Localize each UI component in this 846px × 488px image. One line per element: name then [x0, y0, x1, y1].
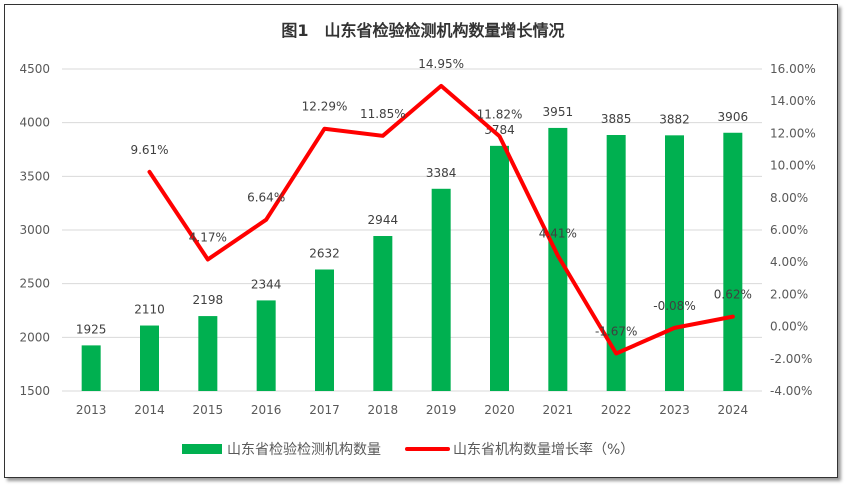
y-left-tick-label: 4000	[19, 116, 50, 130]
y-right-tick-label: 6.00%	[770, 223, 808, 237]
bar-data-label: 3885	[601, 112, 632, 126]
bar-data-label: 2344	[251, 277, 282, 291]
bar-data-label: 2198	[193, 293, 224, 307]
x-tick-label: 2016	[251, 403, 282, 417]
x-tick-label: 2024	[718, 403, 749, 417]
x-tick-label: 2017	[309, 403, 340, 417]
x-tick-label: 2018	[368, 403, 399, 417]
bar-data-label: 3951	[543, 105, 574, 119]
bar	[431, 188, 451, 391]
y-right-tick-label: 0.00%	[770, 320, 808, 334]
legend-bar-swatch	[182, 444, 222, 454]
bar	[665, 135, 684, 391]
x-tick-label: 2013	[76, 403, 107, 417]
bar	[606, 135, 626, 391]
bar-data-label: 3784	[484, 123, 515, 137]
y-right-tick-label: 4.00%	[770, 255, 808, 269]
y-left-tick-label: 2000	[19, 330, 50, 344]
bar	[198, 316, 218, 391]
y-right-tick-label: 14.00%	[770, 94, 816, 108]
legend-bar-label: 山东省检验检测机构数量	[227, 442, 381, 458]
y-left-tick-label: 1500	[19, 384, 50, 398]
line-data-label: 4.17%	[189, 230, 227, 244]
y-right-tick-label: 8.00%	[770, 191, 808, 205]
y-right-tick-label: 12.00%	[770, 126, 816, 140]
bar-data-label: 3882	[659, 112, 690, 126]
x-tick-label: 2020	[484, 403, 515, 417]
bar-data-label: 2944	[368, 213, 399, 227]
line-data-label: 11.82%	[477, 107, 523, 121]
y-right-tick-label: -2.00%	[770, 352, 812, 366]
line-data-label: 9.61%	[130, 143, 168, 157]
line-data-label: 11.85%	[360, 107, 406, 121]
bar	[315, 269, 334, 391]
bar-data-label: 2632	[309, 246, 340, 260]
y-left-tick-label: 3000	[19, 223, 50, 237]
line-data-label: -1.67%	[595, 324, 637, 338]
line-data-label: 0.62%	[714, 288, 752, 302]
bar-data-label: 3906	[718, 110, 749, 124]
line-data-label: -0.08%	[653, 299, 695, 313]
y-right-tick-label: 2.00%	[770, 287, 808, 301]
chart-title: 图1 山东省检验检测机构数量增长情况	[281, 21, 564, 40]
legend-line-label: 山东省机构数量增长率（%）	[453, 441, 634, 458]
y-right-tick-label: -4.00%	[770, 384, 812, 398]
x-tick-label: 2014	[134, 403, 165, 417]
line-data-label: 6.64%	[247, 191, 285, 205]
x-tick-label: 2022	[601, 403, 632, 417]
y-left-tick-label: 2500	[19, 277, 50, 291]
x-tick-label: 2019	[426, 403, 457, 417]
y-right-tick-label: 16.00%	[770, 62, 816, 76]
bar-data-label: 2110	[134, 303, 165, 317]
chart-frame	[4, 4, 838, 478]
bar	[256, 300, 276, 391]
bar	[81, 345, 101, 391]
line-data-label: 12.29%	[302, 100, 348, 114]
x-tick-label: 2021	[543, 403, 574, 417]
bar-data-label: 3384	[426, 166, 457, 180]
bar	[140, 325, 159, 391]
bar-data-label: 1925	[76, 322, 107, 336]
bar	[723, 132, 743, 392]
line-data-label: 4.41%	[539, 227, 577, 241]
y-left-tick-label: 3500	[19, 169, 50, 183]
x-tick-label: 2023	[659, 403, 690, 417]
bar	[373, 236, 393, 391]
y-left-tick-label: 4500	[19, 62, 50, 76]
line-data-label: 14.95%	[418, 57, 464, 71]
x-tick-label: 2015	[193, 403, 224, 417]
y-right-tick-label: 10.00%	[770, 159, 816, 173]
bar	[490, 145, 509, 391]
